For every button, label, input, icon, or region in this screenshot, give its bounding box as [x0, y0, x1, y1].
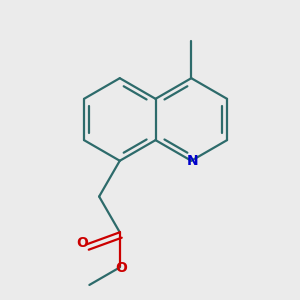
Text: O: O: [116, 262, 128, 275]
Text: O: O: [76, 236, 88, 250]
Text: N: N: [187, 154, 198, 168]
